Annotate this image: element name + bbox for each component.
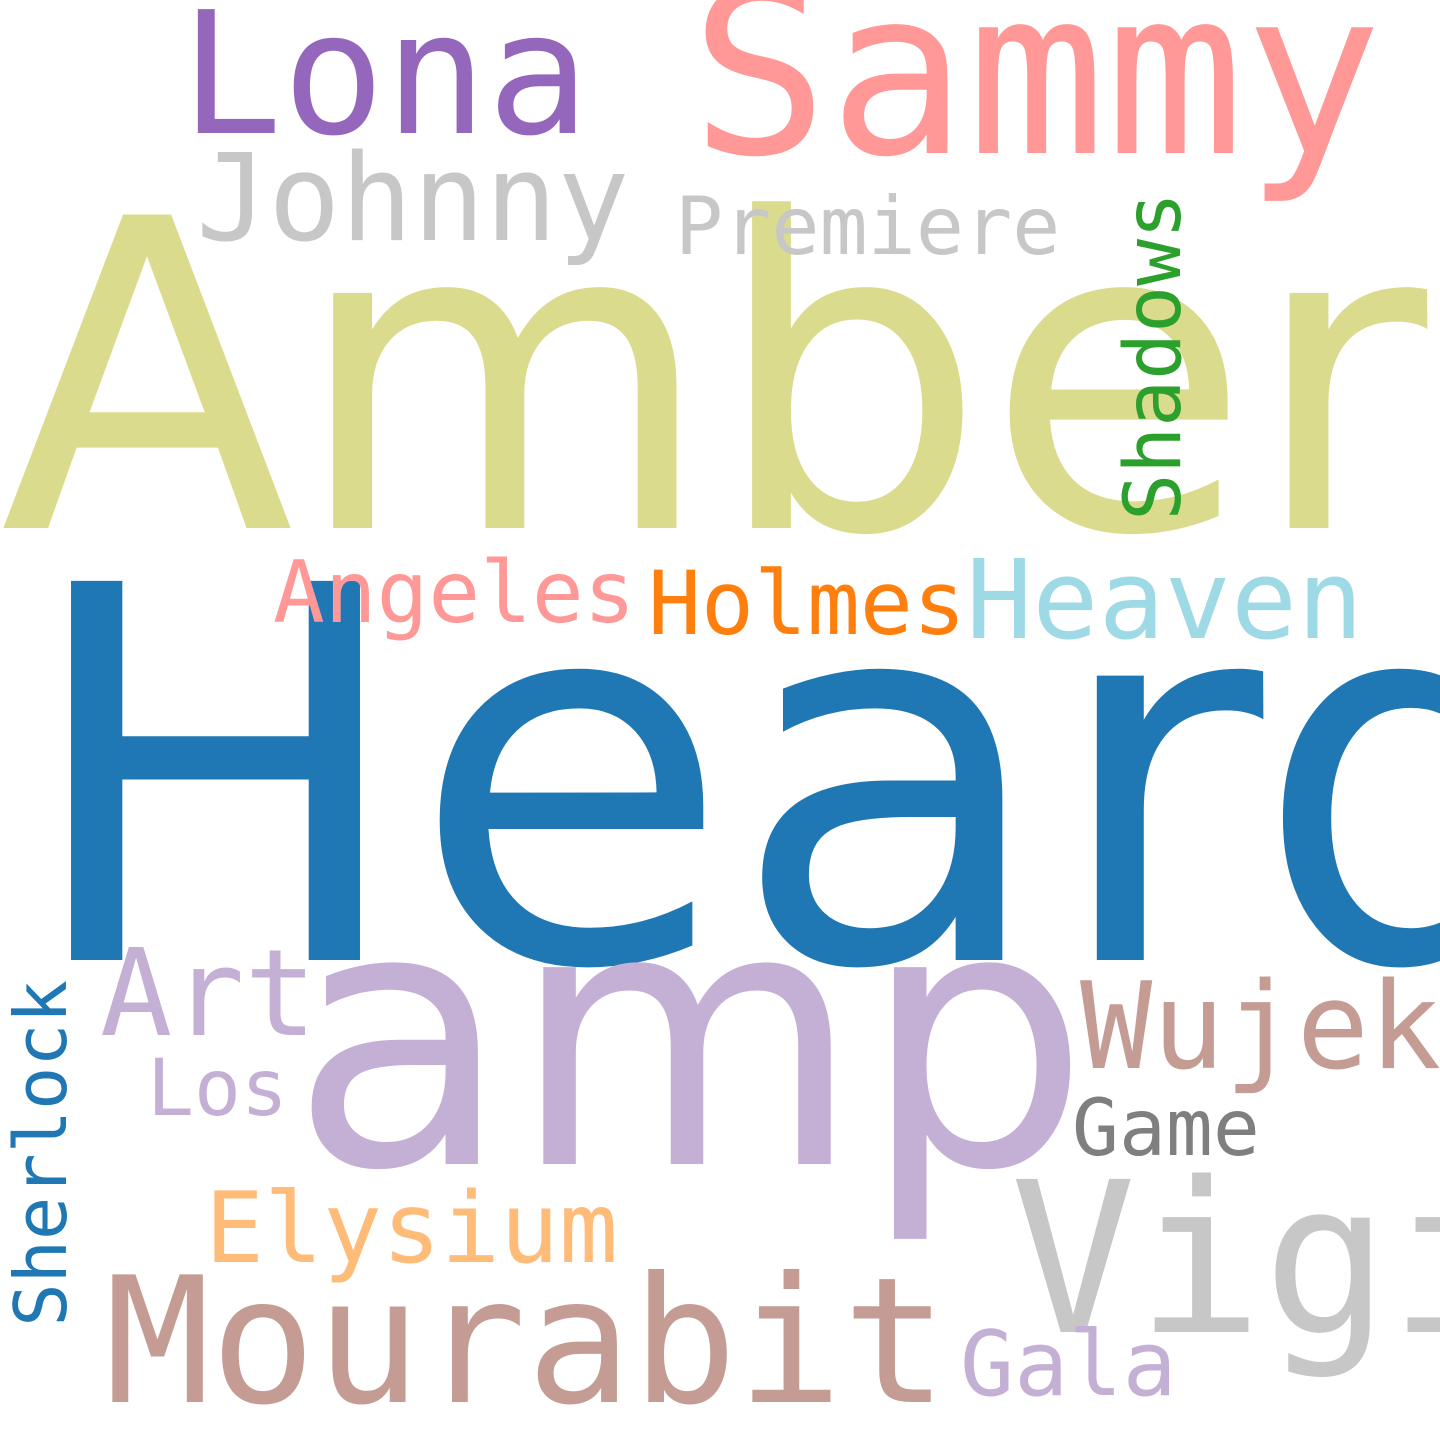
word-heaven: Heaven	[966, 536, 1364, 664]
word-premiere: Premiere	[675, 180, 1061, 273]
word-holmes: Holmes	[648, 552, 966, 655]
word-shadows-text: Shadows	[1109, 192, 1199, 521]
word-vigi: Vigi	[1010, 1137, 1440, 1382]
word-gala: Gala	[960, 1312, 1177, 1417]
word-elysium: Elysium	[205, 1172, 619, 1286]
word-game: Game	[1072, 1084, 1260, 1174]
word-amp: amp	[290, 830, 1090, 1249]
word-wujek: Wujek	[1080, 958, 1440, 1097]
word-angeles: Angeles	[273, 543, 636, 643]
word-amber: Amber	[0, 130, 1428, 630]
word-heard: Heard	[20, 477, 1440, 1083]
word-johnny: Johnny	[196, 130, 630, 269]
word-sherlock: Sherlock	[0, 980, 85, 1400]
word-art: Art	[100, 925, 317, 1064]
word-shadows: Shadows	[1109, 192, 1205, 552]
word-sammy: Sammy	[690, 0, 1383, 208]
word-mourabit: Mourabit	[105, 1241, 948, 1440]
word-sherlock-text: Sherlock	[0, 980, 83, 1327]
word-los: Los	[147, 1044, 288, 1134]
word-lona: Lona	[180, 0, 590, 174]
